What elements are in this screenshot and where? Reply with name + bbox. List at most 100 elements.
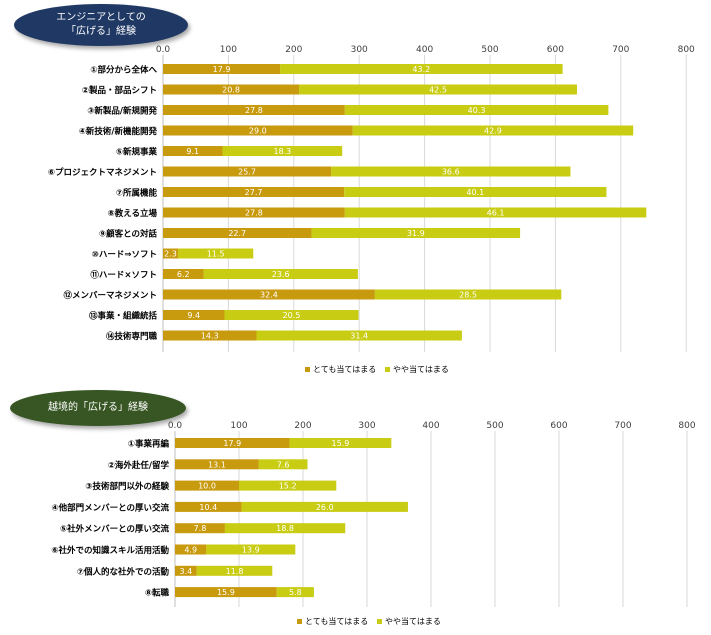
data-label-series1: 9.4 [187, 311, 200, 320]
data-label-series2: 20.5 [283, 311, 301, 320]
x-tick-label: 0.0 [168, 421, 183, 431]
x-tick-label: 500 [486, 421, 503, 431]
x-tick-label: 800 [678, 45, 695, 55]
category-label: ⑪ハード×ソフト [90, 270, 157, 281]
category-label: ⑦所属機能 [116, 188, 158, 199]
bar-series2 [241, 501, 408, 512]
category-label: ⑬事業・組織統括 [89, 311, 158, 322]
bar-series2 [344, 187, 607, 197]
category-label: ①部分から全体へ [90, 65, 157, 76]
category-label: ③新製品/新規開発 [87, 106, 157, 117]
chart2-title-badge: 越境的「広げる」経験 [10, 390, 186, 426]
data-label-series2: 13.9 [242, 546, 260, 555]
category-label: ④他部門メンバーとの厚い交流 [51, 502, 169, 513]
bar-series2 [196, 565, 273, 576]
data-label-series2: 40.1 [466, 188, 484, 197]
x-tick-label: 500 [481, 45, 498, 55]
category-label: ④新技術/新機能開発 [79, 126, 158, 137]
chart2-title-line1: 越境的「広げる」経験 [48, 402, 148, 413]
bar-series2 [344, 105, 609, 115]
bar-series1 [163, 146, 223, 156]
data-label-series1: 17.9 [213, 65, 231, 74]
x-tick-label: 700 [614, 421, 631, 431]
chart1-plot: 0.0 100 200 300 400 500 600 700 800 ①部分から全体へ 17.9 4… [48, 45, 695, 374]
bar-series1 [175, 523, 225, 534]
data-label-series2: 31.9 [407, 229, 425, 238]
legend-label-series2: やや当てはまる [393, 364, 449, 374]
data-label-series1: 17.9 [223, 439, 241, 448]
category-label: ⑥プロジェクトマネジメント [48, 167, 157, 178]
x-tick-label: 200 [285, 45, 302, 55]
bar-series1 [163, 84, 300, 95]
bar-series1 [175, 459, 259, 470]
data-label-series2: 15.2 [279, 482, 297, 491]
bar-series2 [224, 523, 346, 534]
data-label-series1: 32.4 [260, 291, 278, 300]
data-label-series2: 42.5 [429, 86, 447, 95]
data-label-series2: 18.3 [273, 147, 291, 156]
x-tick-label: 0.0 [156, 45, 171, 55]
bar-series2 [222, 146, 343, 156]
data-label-series1: 7.8 [194, 524, 207, 533]
legend-swatch-series2 [385, 367, 390, 372]
bar-series1 [163, 248, 179, 259]
data-label-series2: 5.8 [289, 588, 302, 597]
bar-series1 [175, 501, 242, 512]
category-label: ⑩ハード⇒ソフト [92, 250, 157, 260]
data-label-series1: 10.0 [198, 482, 216, 491]
bar-series1 [163, 105, 345, 115]
data-label-series1: 27.8 [245, 106, 263, 115]
data-label-series2: 7.6 [277, 460, 290, 469]
bar-series1 [163, 187, 345, 197]
data-label-series1: 29.0 [249, 127, 267, 136]
bar-series2 [280, 64, 563, 74]
bar-series1 [163, 64, 281, 74]
x-tick-label: 700 [612, 45, 629, 55]
bar-series1 [163, 269, 204, 279]
bar-series2 [206, 544, 296, 555]
bar-series1 [175, 587, 277, 598]
category-label: ⑫メンバーマネジメント [63, 290, 157, 301]
bar-series1 [175, 544, 207, 555]
category-label: ⑧転職 [145, 588, 170, 599]
category-label: ⑤新規事業 [116, 147, 158, 158]
data-label-series2: 36.6 [442, 168, 460, 177]
category-label: ⑨顧客との対話 [99, 229, 158, 240]
data-label-series1: 13.1 [208, 460, 226, 469]
data-label-series1: 2.3 [164, 250, 177, 259]
data-label-series2: 11.8 [226, 567, 244, 576]
bar-series2 [203, 269, 358, 279]
category-label: ②製品・部品シフト [82, 85, 157, 96]
data-label-series2: 18.8 [276, 524, 294, 533]
data-label-series2: 31.4 [350, 332, 368, 341]
category-label: ⑦個人的な社外での活動 [77, 566, 170, 577]
bar-series1 [163, 289, 375, 300]
bar-series2 [276, 587, 314, 598]
bar-series1 [163, 207, 345, 218]
category-label: ①事業再編 [128, 439, 170, 450]
chart2-plot: 0.0 100 200 300 400 500 600 700 800 ①事業再編 17.9 15.9… [51, 421, 696, 626]
data-label-series2: 11.5 [207, 250, 225, 259]
x-tick-label: 300 [358, 421, 375, 431]
bar-series1 [163, 125, 353, 136]
data-label-series1: 3.4 [180, 567, 193, 576]
data-label-series2: 23.6 [272, 270, 290, 279]
legend-swatch-series2 [377, 619, 382, 624]
bar-series1 [163, 166, 332, 177]
chart1-title-badge: エンジニアとしての 「広げる」経験 [14, 4, 188, 46]
chart1-title-line2: 「広げる」経験 [66, 26, 136, 37]
data-label-series1: 27.8 [245, 209, 263, 218]
legend-label-series1: とても当てはまる [313, 364, 376, 374]
bar-series2 [224, 310, 359, 320]
bar-series2 [178, 248, 254, 259]
bar-series2 [311, 228, 521, 238]
data-label-series2: 26.0 [316, 503, 334, 512]
category-label: ⑭技術専門職 [106, 331, 158, 342]
data-label-series1: 6.2 [177, 270, 190, 279]
x-tick-label: 800 [678, 421, 695, 431]
x-tick-label: 100 [220, 45, 237, 55]
data-label-series2: 40.3 [468, 106, 486, 115]
data-label-series2: 42.9 [484, 127, 502, 136]
bar-series2 [299, 84, 577, 95]
data-label-series1: 10.4 [199, 503, 217, 512]
